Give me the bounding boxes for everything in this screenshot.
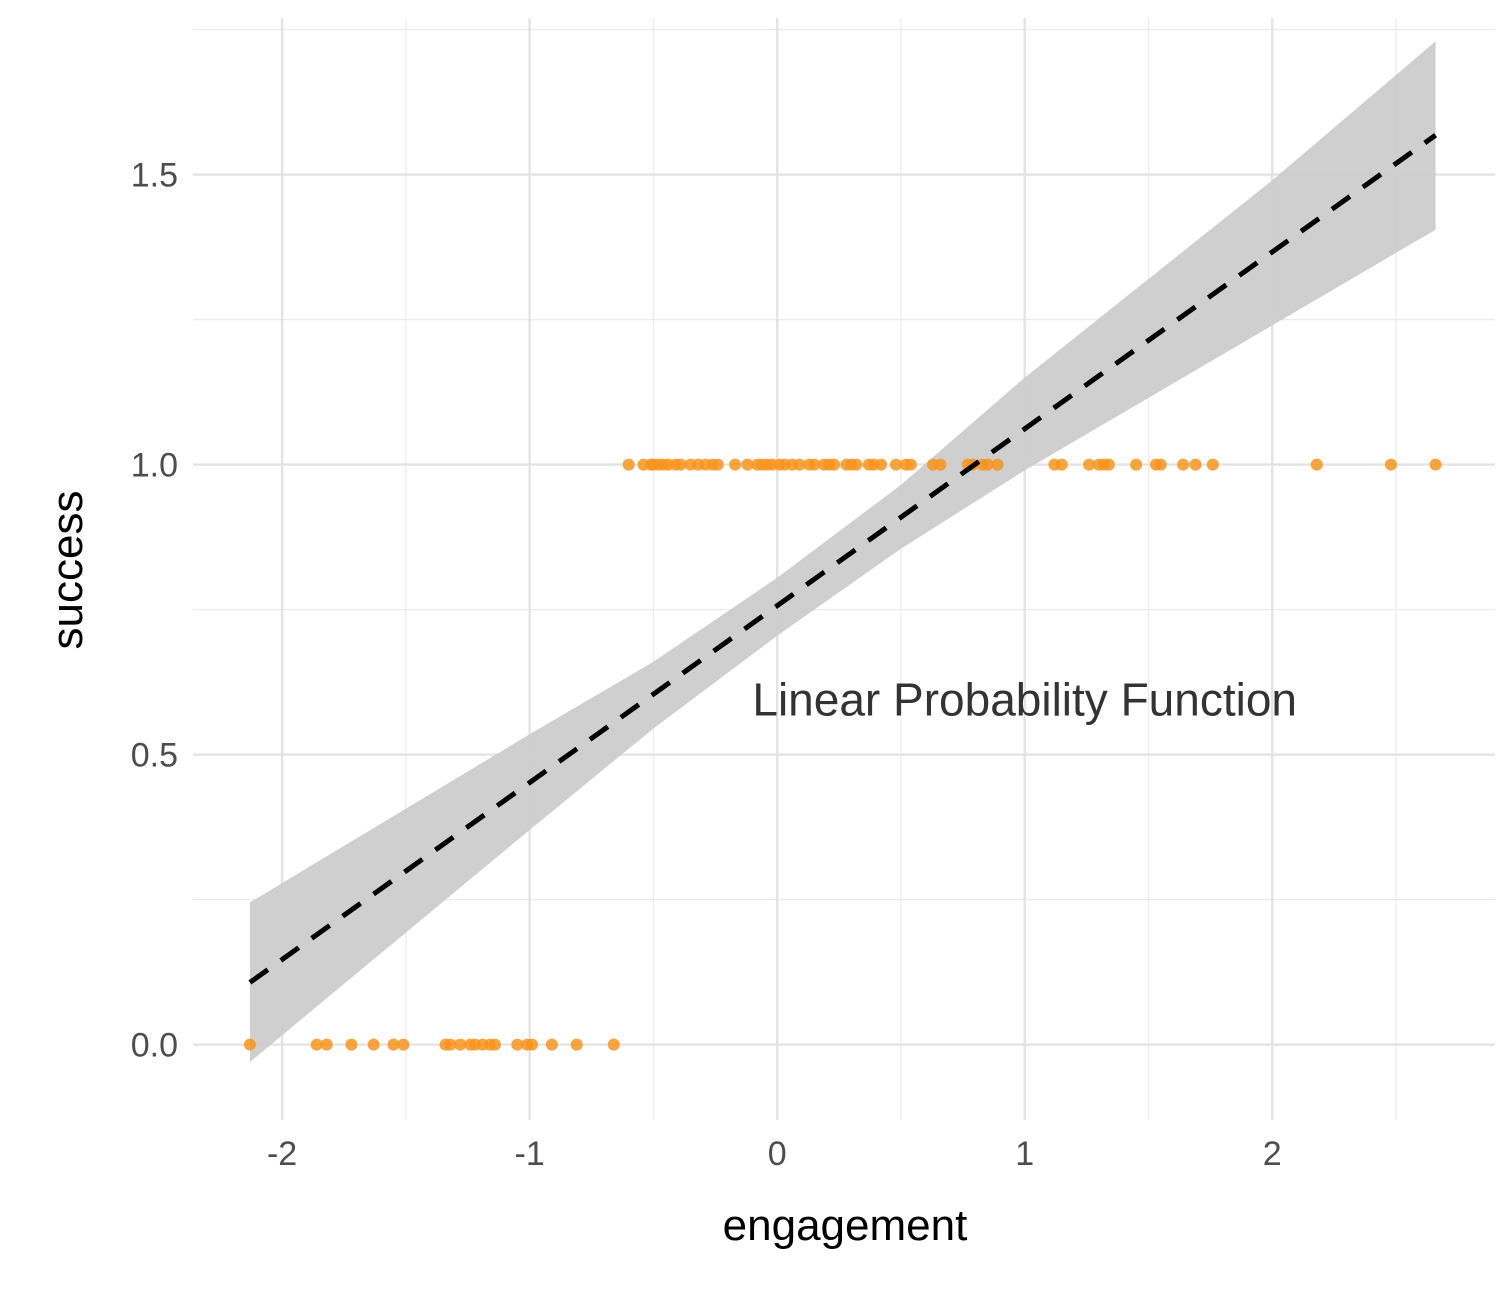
x-tick-label: -2 (267, 1135, 297, 1173)
data-point (1310, 458, 1323, 471)
data-point (607, 1038, 620, 1051)
data-point (904, 458, 917, 471)
y-tick-label: 1.5 (131, 157, 178, 195)
data-point (674, 458, 687, 471)
data-point (367, 1038, 380, 1051)
data-point (934, 458, 947, 471)
data-point (1130, 458, 1143, 471)
data-point (1102, 458, 1115, 471)
data-point (741, 458, 754, 471)
data-point (991, 458, 1004, 471)
data-point (1189, 458, 1202, 471)
data-point (1177, 458, 1190, 471)
data-point (511, 1038, 524, 1051)
data-point (310, 1038, 323, 1051)
fit-line (248, 133, 1438, 985)
data-point (890, 458, 902, 471)
x-axis-title: engagement (723, 1201, 968, 1250)
data-point (1429, 458, 1442, 471)
data-point (1154, 458, 1167, 471)
x-tick-label: 0 (768, 1135, 787, 1173)
x-tick-label: 2 (1263, 1135, 1282, 1173)
data-point (387, 1038, 400, 1051)
data-point (397, 1038, 410, 1051)
data-point (243, 1038, 256, 1051)
data-point (1206, 458, 1219, 471)
x-tick-label: -1 (515, 1135, 545, 1173)
data-point (345, 1038, 358, 1051)
x-tick-labels: -2 -1 0 1 2 (267, 1135, 1282, 1173)
confidence-band (249, 41, 1436, 1062)
data-point (526, 1038, 539, 1051)
x-tick-label: 1 (1015, 1135, 1034, 1173)
y-tick-labels: 0.0 0.5 1.0 1.5 (131, 157, 178, 1065)
data-point (711, 458, 724, 471)
data-point (545, 1038, 558, 1051)
y-tick-label: 0.5 (131, 737, 178, 775)
y-tick-label: 1.0 (131, 447, 178, 485)
annotation-label: Linear Probability Function (752, 674, 1297, 726)
y-axis-title: success (43, 491, 92, 650)
data-point (875, 458, 888, 471)
data-point (622, 458, 635, 471)
data-point (570, 1038, 583, 1051)
y-tick-label: 0.0 (131, 1027, 178, 1065)
data-point (1083, 458, 1096, 471)
data-point (808, 458, 821, 471)
data-point (828, 458, 841, 471)
data-point (981, 458, 994, 471)
data-point (1385, 458, 1397, 471)
data-point (489, 1038, 501, 1051)
data-point (729, 458, 742, 471)
data-point (454, 1038, 467, 1051)
data-point (793, 458, 806, 471)
data-point (1055, 458, 1068, 471)
data-points (243, 458, 1442, 1051)
data-point (320, 1038, 333, 1051)
data-point (444, 1038, 457, 1051)
data-point (850, 458, 863, 471)
